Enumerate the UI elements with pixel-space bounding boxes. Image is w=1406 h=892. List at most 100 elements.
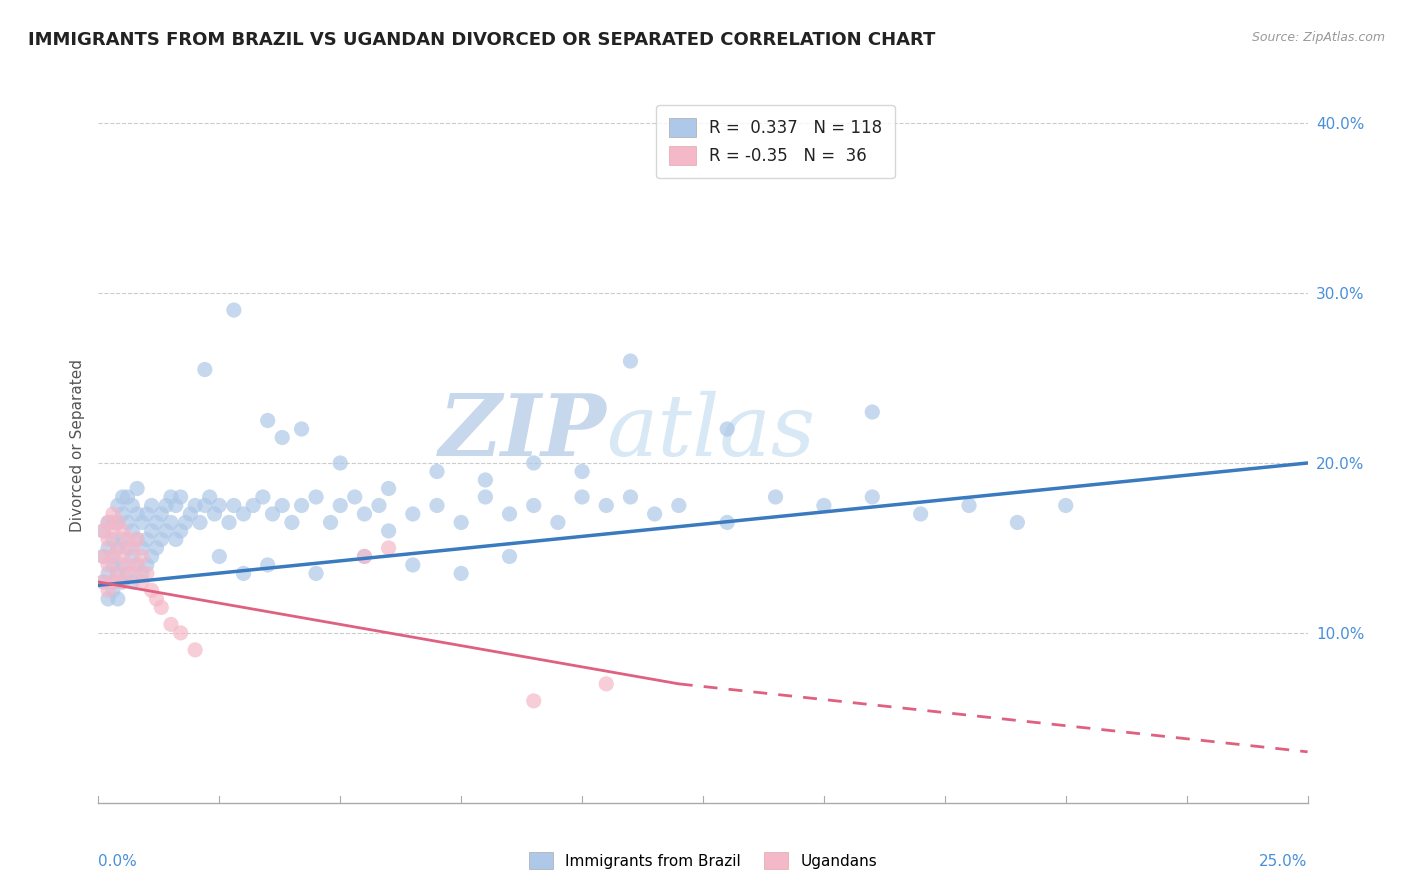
Text: atlas: atlas (606, 391, 815, 473)
Point (101, 558, 124, 572)
Point (127, 533, 149, 547)
Point (127, 558, 149, 572)
Point (117, 490, 139, 504)
Point (319, 516, 342, 530)
Point (111, 549, 134, 564)
Point (271, 499, 294, 513)
Point (305, 566, 328, 581)
Point (131, 566, 153, 581)
Point (474, 473, 496, 487)
Point (121, 574, 143, 589)
Point (150, 600, 173, 615)
Point (101, 549, 124, 564)
Point (117, 566, 139, 581)
Point (121, 541, 143, 555)
Text: IMMIGRANTS FROM BRAZIL VS UGANDAN DIVORCED OR SEPARATED CORRELATION CHART: IMMIGRANTS FROM BRAZIL VS UGANDAN DIVORC… (28, 31, 935, 49)
Point (242, 499, 264, 513)
Point (97, 591, 120, 606)
Y-axis label: Divorced or Separated: Divorced or Separated (69, 359, 84, 533)
Point (179, 507, 201, 521)
Point (117, 541, 139, 555)
Point (571, 490, 593, 504)
Point (135, 533, 157, 547)
Point (121, 524, 143, 538)
Point (91, 524, 114, 538)
Point (111, 574, 134, 589)
Point (97, 516, 120, 530)
Point (155, 499, 177, 513)
Point (174, 516, 197, 530)
Point (290, 422, 312, 436)
Point (107, 566, 129, 581)
Point (377, 482, 399, 496)
Point (145, 591, 167, 606)
Point (111, 558, 134, 572)
Point (169, 626, 191, 640)
Point (765, 490, 787, 504)
Point (184, 643, 207, 657)
Point (101, 583, 124, 598)
Text: 0.0%: 0.0% (98, 854, 138, 869)
Point (91, 549, 114, 564)
Point (498, 549, 520, 564)
Text: 25.0%: 25.0% (1260, 854, 1308, 869)
Point (97, 558, 120, 572)
Point (107, 499, 129, 513)
Point (111, 490, 134, 504)
Point (184, 499, 207, 513)
Point (101, 516, 124, 530)
Point (117, 533, 139, 547)
Point (256, 558, 278, 572)
Point (141, 524, 163, 538)
Point (208, 499, 231, 513)
Point (111, 574, 134, 589)
Point (107, 541, 129, 555)
Point (107, 566, 129, 581)
Point (111, 507, 134, 521)
Point (101, 574, 124, 589)
Point (329, 456, 352, 470)
Point (91, 549, 114, 564)
Point (150, 507, 173, 521)
Point (97, 533, 120, 547)
Point (343, 490, 366, 504)
Point (101, 524, 124, 538)
Point (426, 465, 449, 479)
Point (91, 574, 114, 589)
Point (329, 499, 352, 513)
Point (101, 533, 124, 547)
Point (160, 617, 183, 632)
Point (523, 499, 546, 513)
Point (160, 516, 183, 530)
Point (194, 499, 217, 513)
Point (450, 566, 472, 581)
Point (222, 499, 245, 513)
Point (595, 499, 617, 513)
Point (135, 507, 157, 521)
Point (619, 490, 641, 504)
Point (127, 533, 149, 547)
Point (474, 490, 496, 504)
Point (121, 499, 143, 513)
Point (595, 677, 617, 691)
Point (368, 499, 391, 513)
Point (252, 490, 274, 504)
Point (353, 549, 375, 564)
Point (668, 499, 690, 513)
Point (141, 549, 163, 564)
Point (141, 499, 163, 513)
Point (127, 507, 149, 521)
Point (957, 499, 980, 513)
Point (426, 499, 449, 513)
Point (165, 499, 187, 513)
Point (160, 490, 183, 504)
Point (155, 524, 177, 538)
Point (208, 549, 231, 564)
Point (716, 422, 738, 436)
Point (232, 566, 254, 581)
Point (101, 549, 124, 564)
Point (290, 499, 312, 513)
Point (547, 516, 569, 530)
Point (131, 516, 153, 530)
Point (305, 490, 328, 504)
